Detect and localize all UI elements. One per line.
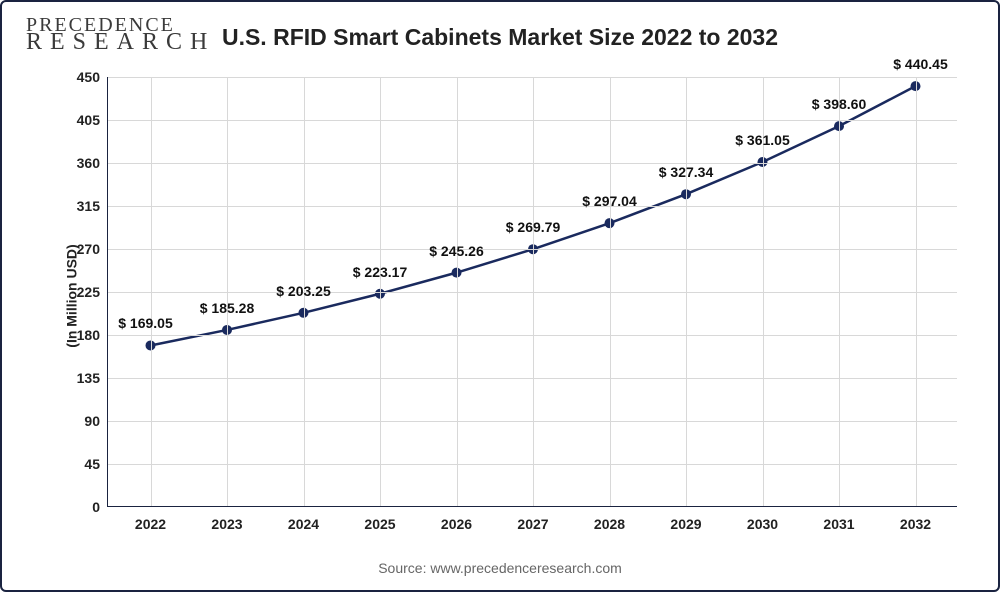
source-attribution: Source: www.precedenceresearch.com (2, 560, 998, 576)
x-tick-label: 2022 (135, 516, 166, 532)
y-tick-label: 360 (77, 155, 100, 171)
x-tick-label: 2031 (823, 516, 854, 532)
data-label: $ 269.79 (506, 219, 561, 235)
data-label: $ 169.05 (118, 315, 173, 331)
grid-line-vertical (457, 77, 458, 506)
grid-line-vertical (610, 77, 611, 506)
data-label: $ 203.25 (276, 283, 331, 299)
y-tick-label: 315 (77, 198, 100, 214)
data-label: $ 245.26 (429, 243, 484, 259)
x-tick-label: 2028 (594, 516, 625, 532)
y-tick-label: 180 (77, 327, 100, 343)
x-tick-label: 2024 (288, 516, 319, 532)
data-label: $ 297.04 (582, 193, 637, 209)
data-label: $ 185.28 (200, 300, 255, 316)
grid-line-vertical (916, 77, 917, 506)
y-tick-label: 0 (92, 499, 100, 515)
grid-line-vertical (533, 77, 534, 506)
grid-line-vertical (227, 77, 228, 506)
data-label: $ 361.05 (735, 132, 790, 148)
grid-line-vertical (380, 77, 381, 506)
grid-line-vertical (151, 77, 152, 506)
y-tick-label: 45 (84, 456, 100, 472)
grid-line-vertical (686, 77, 687, 506)
x-tick-label: 2027 (517, 516, 548, 532)
y-tick-label: 90 (84, 413, 100, 429)
y-tick-label: 225 (77, 284, 100, 300)
chart-title: U.S. RFID Smart Cabinets Market Size 202… (2, 24, 998, 51)
y-tick-label: 450 (77, 69, 100, 85)
data-label: $ 327.34 (659, 164, 714, 180)
x-tick-label: 2029 (670, 516, 701, 532)
grid-line-vertical (839, 77, 840, 506)
y-tick-label: 405 (77, 112, 100, 128)
data-label: $ 223.17 (353, 264, 408, 280)
chart-frame: PRECEDENCE RESEARCH U.S. RFID Smart Cabi… (0, 0, 1000, 592)
plot-area: 0459013518022527031536040545020222023202… (107, 77, 957, 507)
x-tick-label: 2026 (441, 516, 472, 532)
x-tick-label: 2025 (364, 516, 395, 532)
x-tick-label: 2032 (900, 516, 931, 532)
y-tick-label: 270 (77, 241, 100, 257)
data-label: $ 440.45 (893, 56, 948, 72)
x-tick-label: 2030 (747, 516, 778, 532)
y-tick-label: 135 (77, 370, 100, 386)
x-tick-label: 2023 (211, 516, 242, 532)
data-label: $ 398.60 (812, 96, 867, 112)
